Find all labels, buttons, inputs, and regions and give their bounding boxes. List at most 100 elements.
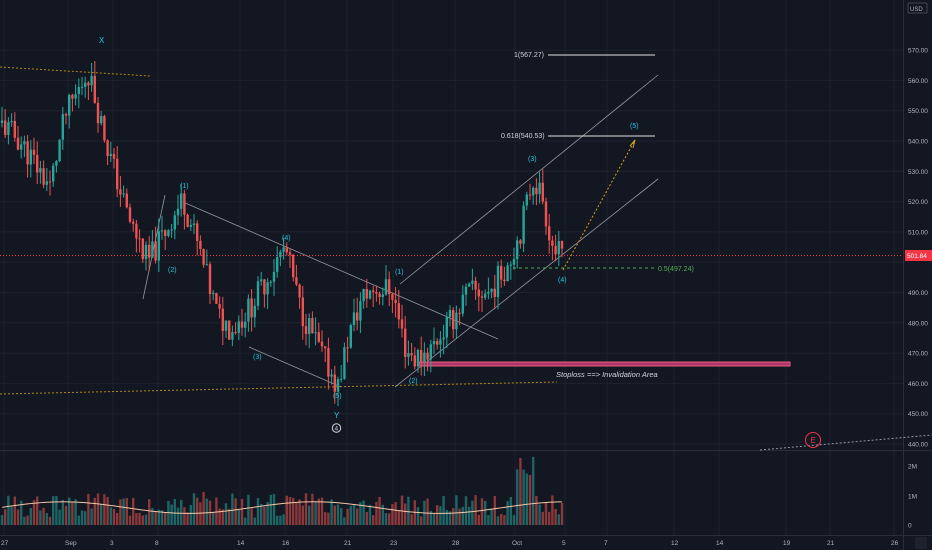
volume-bar — [308, 505, 311, 525]
volume-tick-label: 1M — [908, 494, 917, 501]
volume-bar — [509, 497, 512, 525]
candle-body — [253, 305, 256, 318]
candle-body — [330, 374, 333, 377]
candle-body — [84, 82, 87, 87]
time-tick-label: 27 — [1, 540, 9, 547]
stoploss-label: Stoploss ==> Invalidation Area — [556, 370, 658, 379]
volume-bar — [461, 506, 464, 525]
candle-body — [471, 280, 474, 284]
candle-body — [301, 297, 304, 327]
volume-bar — [317, 498, 320, 525]
candle-body — [487, 291, 490, 294]
candle-body — [10, 121, 13, 123]
candle-body — [397, 303, 400, 320]
candle-body — [490, 288, 493, 292]
drawing-layer — [0, 54, 932, 451]
volume-bar — [80, 510, 84, 525]
volume-bar — [480, 498, 484, 525]
volume-bar — [144, 514, 148, 525]
candle-body — [308, 317, 311, 334]
candle-body — [375, 291, 378, 294]
volume-bar — [74, 499, 77, 525]
volume-bar — [506, 501, 509, 525]
wave-label: (2) — [409, 378, 418, 385]
volume-bar — [464, 496, 468, 525]
wave-label: (4) — [282, 235, 291, 242]
candle-body — [413, 355, 416, 367]
volume-bar — [109, 507, 112, 525]
volume-bar — [68, 497, 71, 525]
candle-body — [394, 299, 397, 304]
volume-bar — [516, 469, 519, 525]
candle-body — [224, 320, 228, 331]
candle-body — [276, 257, 279, 272]
candle-body — [391, 294, 394, 300]
candle-body — [551, 240, 554, 246]
volume-bar — [439, 506, 442, 525]
candle-body — [13, 121, 16, 138]
volume-bar — [93, 497, 96, 525]
volume-bar — [522, 469, 525, 525]
volume-bar — [381, 504, 384, 525]
time-tick-label: 16 — [282, 540, 290, 547]
candle-body — [234, 332, 237, 334]
volume-bar — [96, 493, 100, 525]
volume-bar — [180, 499, 183, 525]
volume-bar — [394, 502, 397, 525]
candle-body — [519, 240, 522, 244]
volume-bar — [218, 508, 221, 525]
volume-bar — [420, 516, 423, 525]
time-tick-label: Oct — [512, 540, 522, 547]
candle-body — [237, 321, 240, 333]
candle-body — [202, 248, 205, 265]
volume-bar — [388, 513, 391, 525]
volume-bar — [445, 509, 448, 525]
volume-bar — [0, 515, 4, 525]
candle-body — [100, 116, 103, 124]
candle-body — [192, 223, 196, 225]
price-tick-label: 490.00 — [908, 290, 928, 297]
volume-bar — [138, 512, 141, 525]
volume-bar — [330, 499, 333, 525]
candle-body — [64, 114, 68, 116]
volume-bar — [183, 507, 186, 525]
candle-body — [247, 298, 250, 322]
volume-bar — [375, 501, 378, 525]
volume-layer — [0, 456, 564, 525]
volume-bar — [490, 508, 493, 525]
volume-bar — [20, 500, 23, 525]
candle-body — [535, 187, 538, 195]
volume-bar — [52, 496, 55, 525]
time-tick-label: 19 — [783, 540, 791, 547]
volume-bar — [160, 510, 164, 525]
volume-bar — [154, 511, 157, 525]
volume-bar — [269, 494, 272, 525]
candle-body — [29, 149, 32, 165]
volume-bar — [16, 509, 20, 525]
volume-bar — [493, 495, 496, 525]
wave-e-circled-label: E — [811, 436, 816, 445]
price-tick-label: 560.00 — [908, 78, 928, 85]
candle-body — [384, 279, 388, 295]
wave-4-circle — [331, 423, 342, 433]
volume-bar — [471, 500, 474, 525]
candle-body — [135, 223, 138, 239]
volume-bar — [4, 509, 7, 525]
price-tick-label: 550.00 — [908, 108, 928, 115]
wave-x-label: X — [99, 36, 105, 45]
candle-body — [525, 194, 528, 206]
candle-body — [93, 75, 96, 103]
time-tick-label: 21 — [827, 540, 835, 547]
volume-tick-label: 0 — [908, 523, 912, 530]
volume-bar — [295, 502, 298, 525]
volume-bar — [231, 493, 234, 525]
candle-body — [400, 319, 404, 329]
volume-bar — [276, 515, 279, 525]
volume-bar — [253, 517, 256, 525]
volume-bar — [221, 509, 224, 525]
settings-button[interactable] — [915, 537, 927, 549]
candle-body — [436, 340, 439, 345]
volume-bar — [541, 511, 544, 525]
candle-body — [298, 284, 301, 298]
